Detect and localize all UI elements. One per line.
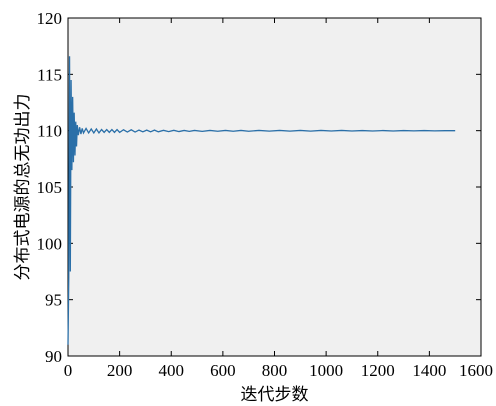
y-tick-label-6: 120 <box>37 9 63 28</box>
x-tick-label-0: 0 <box>64 361 73 380</box>
x-tick-label-5: 1000 <box>309 361 343 380</box>
x-tick-label-1: 200 <box>107 361 133 380</box>
y-axis-label: 分布式电源的总无功出力 <box>13 94 33 281</box>
y-tick-label-2: 100 <box>37 234 63 253</box>
y-tick-label-1: 95 <box>45 291 62 310</box>
plot-area <box>67 17 482 357</box>
y-axis: 90 95 100 105 110 115 120 <box>37 9 481 366</box>
x-axis: 0 200 400 600 800 1000 1200 1400 1600 <box>64 18 493 380</box>
x-axis-label: 迭代步数 <box>241 385 309 405</box>
x-tick-label-3: 600 <box>210 361 236 380</box>
y-tick-label-5: 115 <box>37 65 62 84</box>
y-tick-label-3: 105 <box>37 178 63 197</box>
x-tick-label-8: 1600 <box>459 361 493 380</box>
y-tick-label-0: 90 <box>45 347 62 366</box>
x-tick-label-7: 1400 <box>412 361 446 380</box>
x-tick-label-6: 1200 <box>361 361 395 380</box>
x-tick-label-2: 400 <box>159 361 185 380</box>
series-line <box>67 56 456 345</box>
x-tick-label-4: 800 <box>262 361 288 380</box>
y-tick-label-4: 110 <box>37 122 62 141</box>
